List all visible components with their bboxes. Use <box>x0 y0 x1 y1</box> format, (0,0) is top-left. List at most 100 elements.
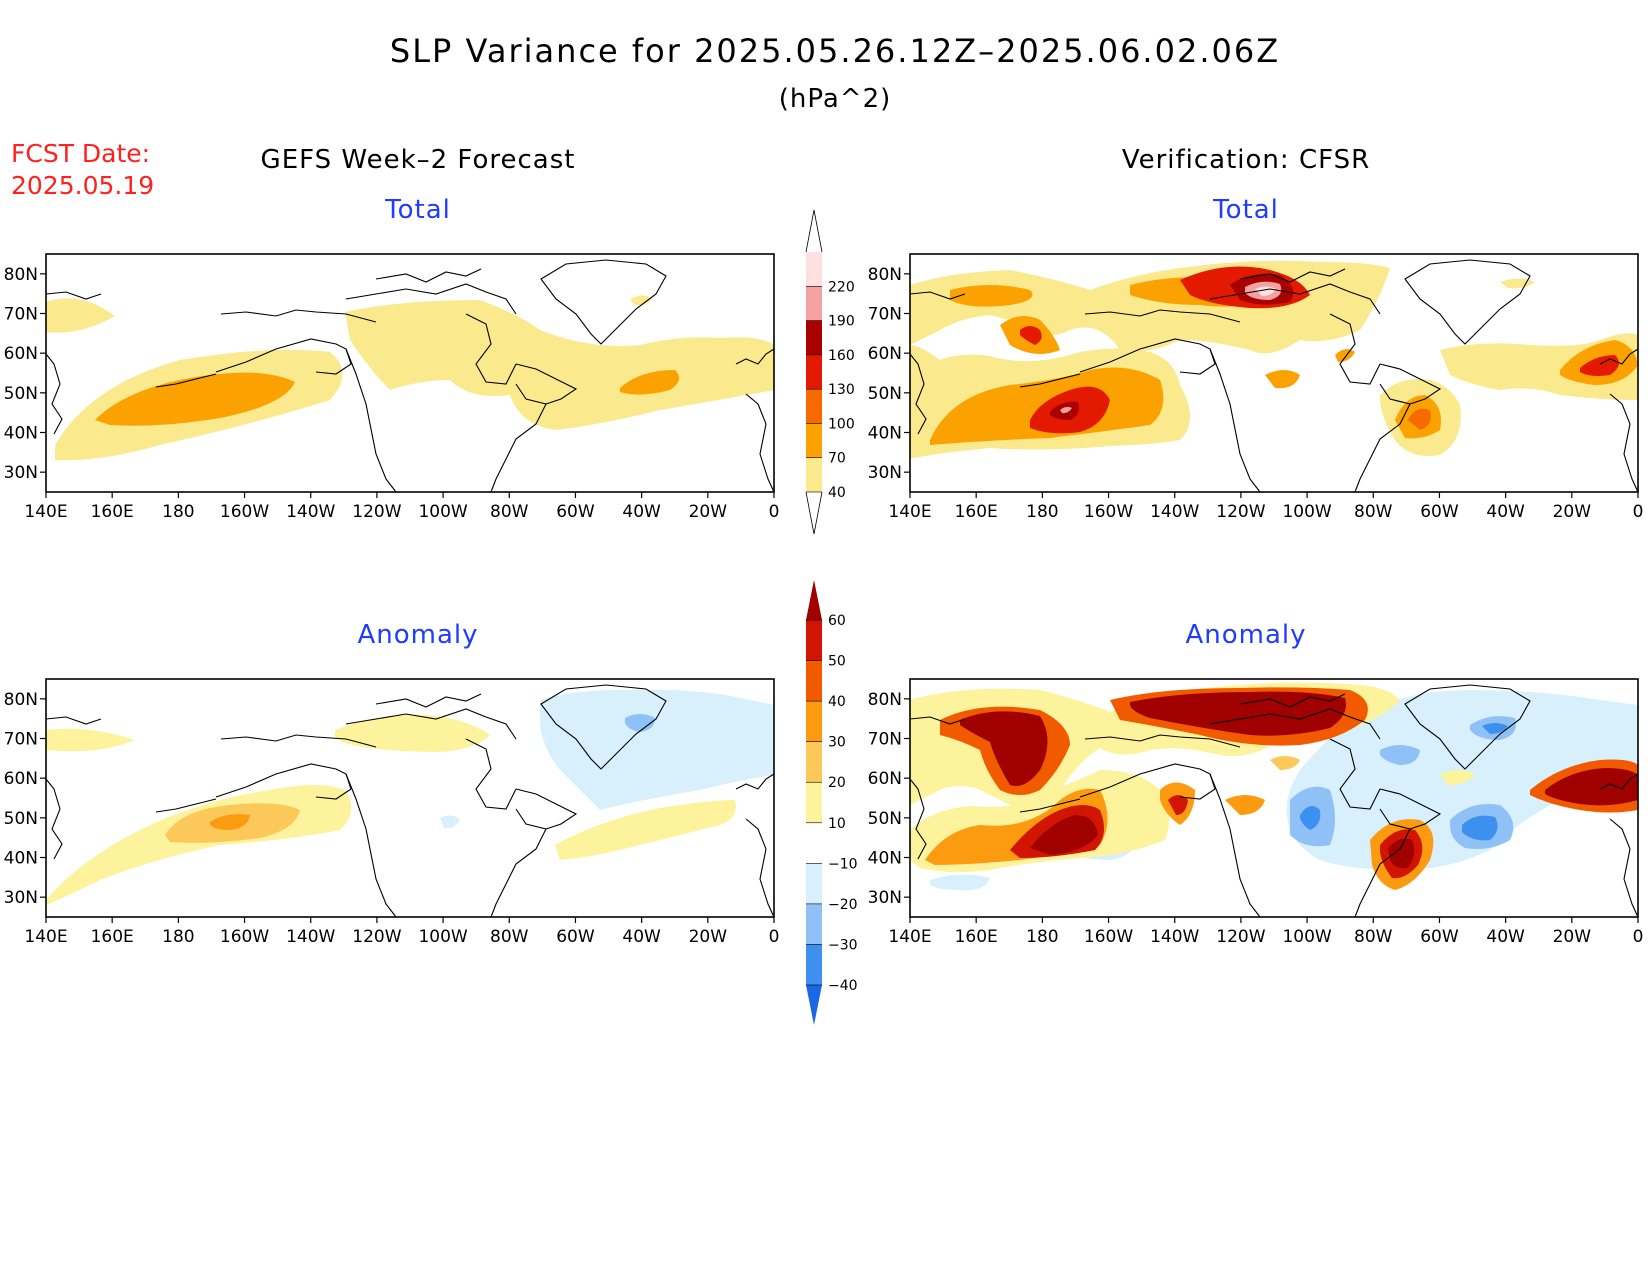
anomaly-colorbar-label: 60 <box>828 613 846 629</box>
lon-label: 140W <box>286 927 335 947</box>
lat-label: 70N <box>4 730 38 750</box>
anomaly-colorbar: −40 −30 −20 −10 10 20 30 40 50 60 <box>806 580 858 1025</box>
anomaly-colorbar-high-cap <box>806 580 822 620</box>
coastline <box>1599 773 1639 790</box>
panel-title-forecast-total: Total <box>384 195 451 225</box>
lat-label: 50N <box>4 384 38 404</box>
anomaly-colorbar-label: 10 <box>828 816 846 832</box>
lat-label: 40N <box>868 424 902 444</box>
lon-label: 100W <box>418 927 467 947</box>
coastlines-verification-total <box>909 259 1639 493</box>
lon-label: 0 <box>769 502 780 522</box>
total-colorbar-label: 130 <box>828 382 855 398</box>
fcst-label: FCST Date: <box>11 139 150 168</box>
anomaly-colorbar-label: −30 <box>828 937 858 953</box>
lon-label: 20W <box>1553 927 1592 947</box>
coastline <box>1404 684 1531 770</box>
lat-label: 60N <box>4 769 38 789</box>
coastline <box>1609 393 1639 493</box>
total-colorbar-box <box>806 252 822 287</box>
total-colorbar-label: 190 <box>828 314 855 330</box>
lon-label: 60W <box>556 502 595 522</box>
lat-label: 50N <box>868 809 902 829</box>
figure-title: SLP Variance for 2025.05.26.12Z–2025.06.… <box>390 32 1280 70</box>
coastline <box>1379 788 1442 830</box>
map-panel-forecast-total <box>46 254 774 492</box>
lat-label: 60N <box>868 344 902 364</box>
lat-label: 70N <box>868 730 902 750</box>
lon-label: 160E <box>955 927 998 947</box>
panel-title-verification-anomaly: Anomaly <box>1185 620 1306 650</box>
lon-label: 140E <box>24 502 67 522</box>
coastline <box>909 291 966 300</box>
anomaly-colorbar-label: 30 <box>828 735 846 751</box>
total-colorbar-box <box>806 457 822 492</box>
coastline <box>1019 798 1081 813</box>
anomaly-colorbar-label: −40 <box>828 978 858 994</box>
panel-title-forecast-anomaly: Anomaly <box>357 620 478 650</box>
total-colorbar-box <box>806 354 822 390</box>
coastline <box>1209 773 1261 918</box>
total-colorbar-box <box>806 320 822 355</box>
anomaly-colorbar-box <box>806 620 822 661</box>
shading-verification-anomaly <box>910 682 1638 891</box>
coastline <box>1209 283 1381 315</box>
coastline <box>215 338 352 375</box>
lon-label: 160W <box>220 502 269 522</box>
coastline <box>345 283 517 315</box>
map-panel-forecast-anomaly <box>46 679 774 917</box>
lon-label: 140W <box>1150 502 1199 522</box>
lon-label: 40W <box>1486 502 1525 522</box>
lon-label: 160E <box>955 502 998 522</box>
lon-label: 80W <box>490 927 529 947</box>
coastline <box>540 259 667 345</box>
lat-label: 80N <box>4 265 38 285</box>
anomaly-colorbar-box <box>806 701 822 742</box>
left-column-title: GEFS Week–2 Forecast <box>261 145 576 175</box>
coastline <box>1079 763 1216 800</box>
lon-label: 20W <box>689 927 728 947</box>
coastline <box>155 373 217 388</box>
total-colorbar-box <box>806 389 822 424</box>
coastline <box>515 363 578 405</box>
anomaly-colorbar-label: −10 <box>828 856 858 872</box>
lon-label: 160E <box>91 927 134 947</box>
coastlines-forecast-total <box>45 259 775 493</box>
anomaly-colorbar-label: −20 <box>828 897 858 913</box>
panel-title-verification-total: Total <box>1212 195 1279 225</box>
coastline <box>155 798 217 813</box>
coastline <box>1329 738 1381 810</box>
anomaly-colorbar-label: 50 <box>828 654 846 670</box>
lat-label: 70N <box>868 305 902 325</box>
lon-label: 40W <box>622 927 661 947</box>
coastline <box>1084 309 1241 323</box>
lon-label: 80W <box>1354 502 1393 522</box>
lon-label: 20W <box>689 502 728 522</box>
anomaly-colorbar-box <box>806 782 822 823</box>
lon-label: 160W <box>1084 502 1133 522</box>
coastline <box>909 778 927 860</box>
anomaly-colorbar-box <box>806 944 822 985</box>
coastline <box>1354 808 1411 918</box>
anomaly-colorbar-label: 40 <box>828 694 846 710</box>
lon-label: 0 <box>1633 502 1644 522</box>
total-colorbar-box <box>806 423 822 458</box>
coastline <box>490 808 547 918</box>
coastline <box>735 773 775 790</box>
coastline <box>1209 348 1261 493</box>
lon-label: 140W <box>1150 927 1199 947</box>
anomaly-colorbar-label: 20 <box>828 775 846 791</box>
lon-label: 120W <box>352 927 401 947</box>
lon-label: 120W <box>1216 927 1265 947</box>
coastline <box>45 778 63 860</box>
coastline <box>909 353 927 435</box>
lon-label: 160W <box>220 927 269 947</box>
lat-label: 50N <box>4 809 38 829</box>
lon-label: 120W <box>352 502 401 522</box>
right-column-title: Verification: CFSR <box>1122 145 1370 175</box>
lat-label: 30N <box>868 888 902 908</box>
lat-label: 70N <box>4 305 38 325</box>
lon-label: 40W <box>622 502 661 522</box>
lat-label: 80N <box>868 690 902 710</box>
lon-label: 60W <box>1420 927 1459 947</box>
